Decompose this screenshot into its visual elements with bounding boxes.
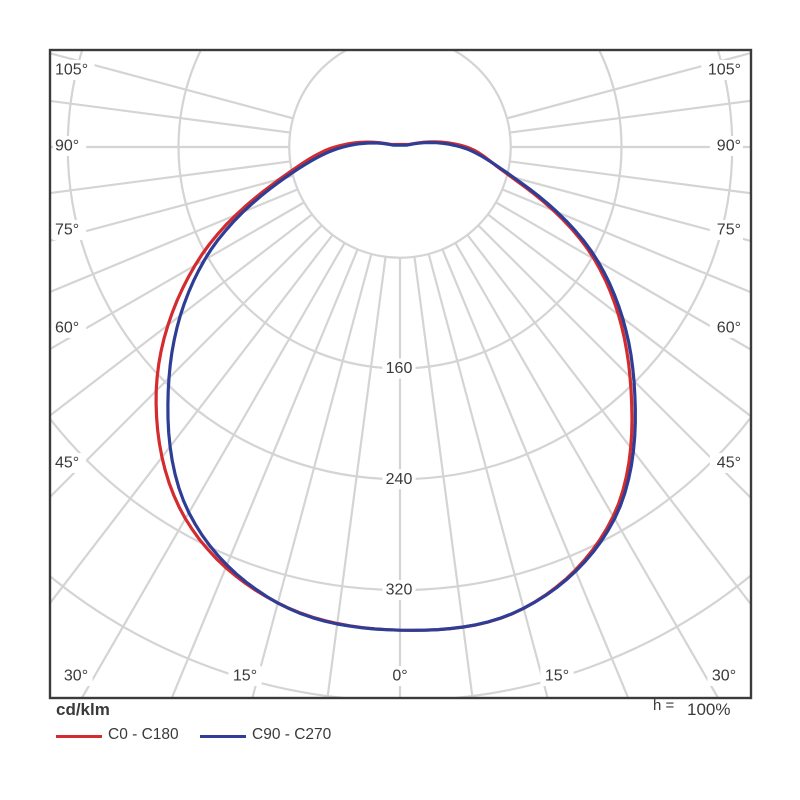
curve-c90-c270 — [166, 140, 637, 632]
radial-tick-label: 160 — [386, 360, 413, 377]
radial-tick-label: 320 — [386, 582, 413, 599]
angle-label-right: 90° — [717, 138, 741, 155]
angle-label-bottom: 0° — [392, 668, 407, 685]
radial-unit-label: cd/klm — [56, 700, 110, 719]
legend-label-c90-c270: C90 - C270 — [252, 726, 332, 743]
polar-chart: 105° 90° 75° 60° 45° 105° 90° 75° 60° 45° 30° 15° 0°… — [48, 48, 753, 700]
plot-frame — [48, 48, 753, 700]
c90-c270-line-swatch — [200, 735, 246, 739]
legend-label-c0-c180: C0 - C180 — [108, 726, 179, 743]
radial-tick-label: 240 — [386, 471, 413, 488]
angle-label-left: 60° — [55, 320, 79, 337]
angle-label-bottom: 15° — [233, 668, 257, 685]
angle-label-bottom: 30° — [712, 668, 736, 685]
h-value: 100% — [687, 700, 731, 719]
c0-c180-line-swatch — [56, 735, 102, 739]
h-label: h = — [653, 697, 675, 714]
angle-label-bottom: 30° — [64, 668, 88, 685]
angle-label-right: 60° — [717, 320, 741, 337]
angle-label-left: 45° — [55, 455, 79, 472]
angle-label-right: 45° — [717, 455, 741, 472]
angle-label-left: 90° — [55, 138, 79, 155]
angle-label-right: 75° — [717, 222, 741, 239]
angle-label-right: 105° — [708, 62, 741, 79]
axis-labels: 105° 90° 75° 60° 45° 105° 90° 75° 60° 45° 30° 15° 0°… — [53, 60, 743, 686]
angle-label-bottom: 15° — [545, 668, 569, 685]
polar-grid — [51, 51, 750, 697]
angle-label-left: 105° — [55, 62, 88, 79]
angle-label-left: 75° — [55, 222, 79, 239]
